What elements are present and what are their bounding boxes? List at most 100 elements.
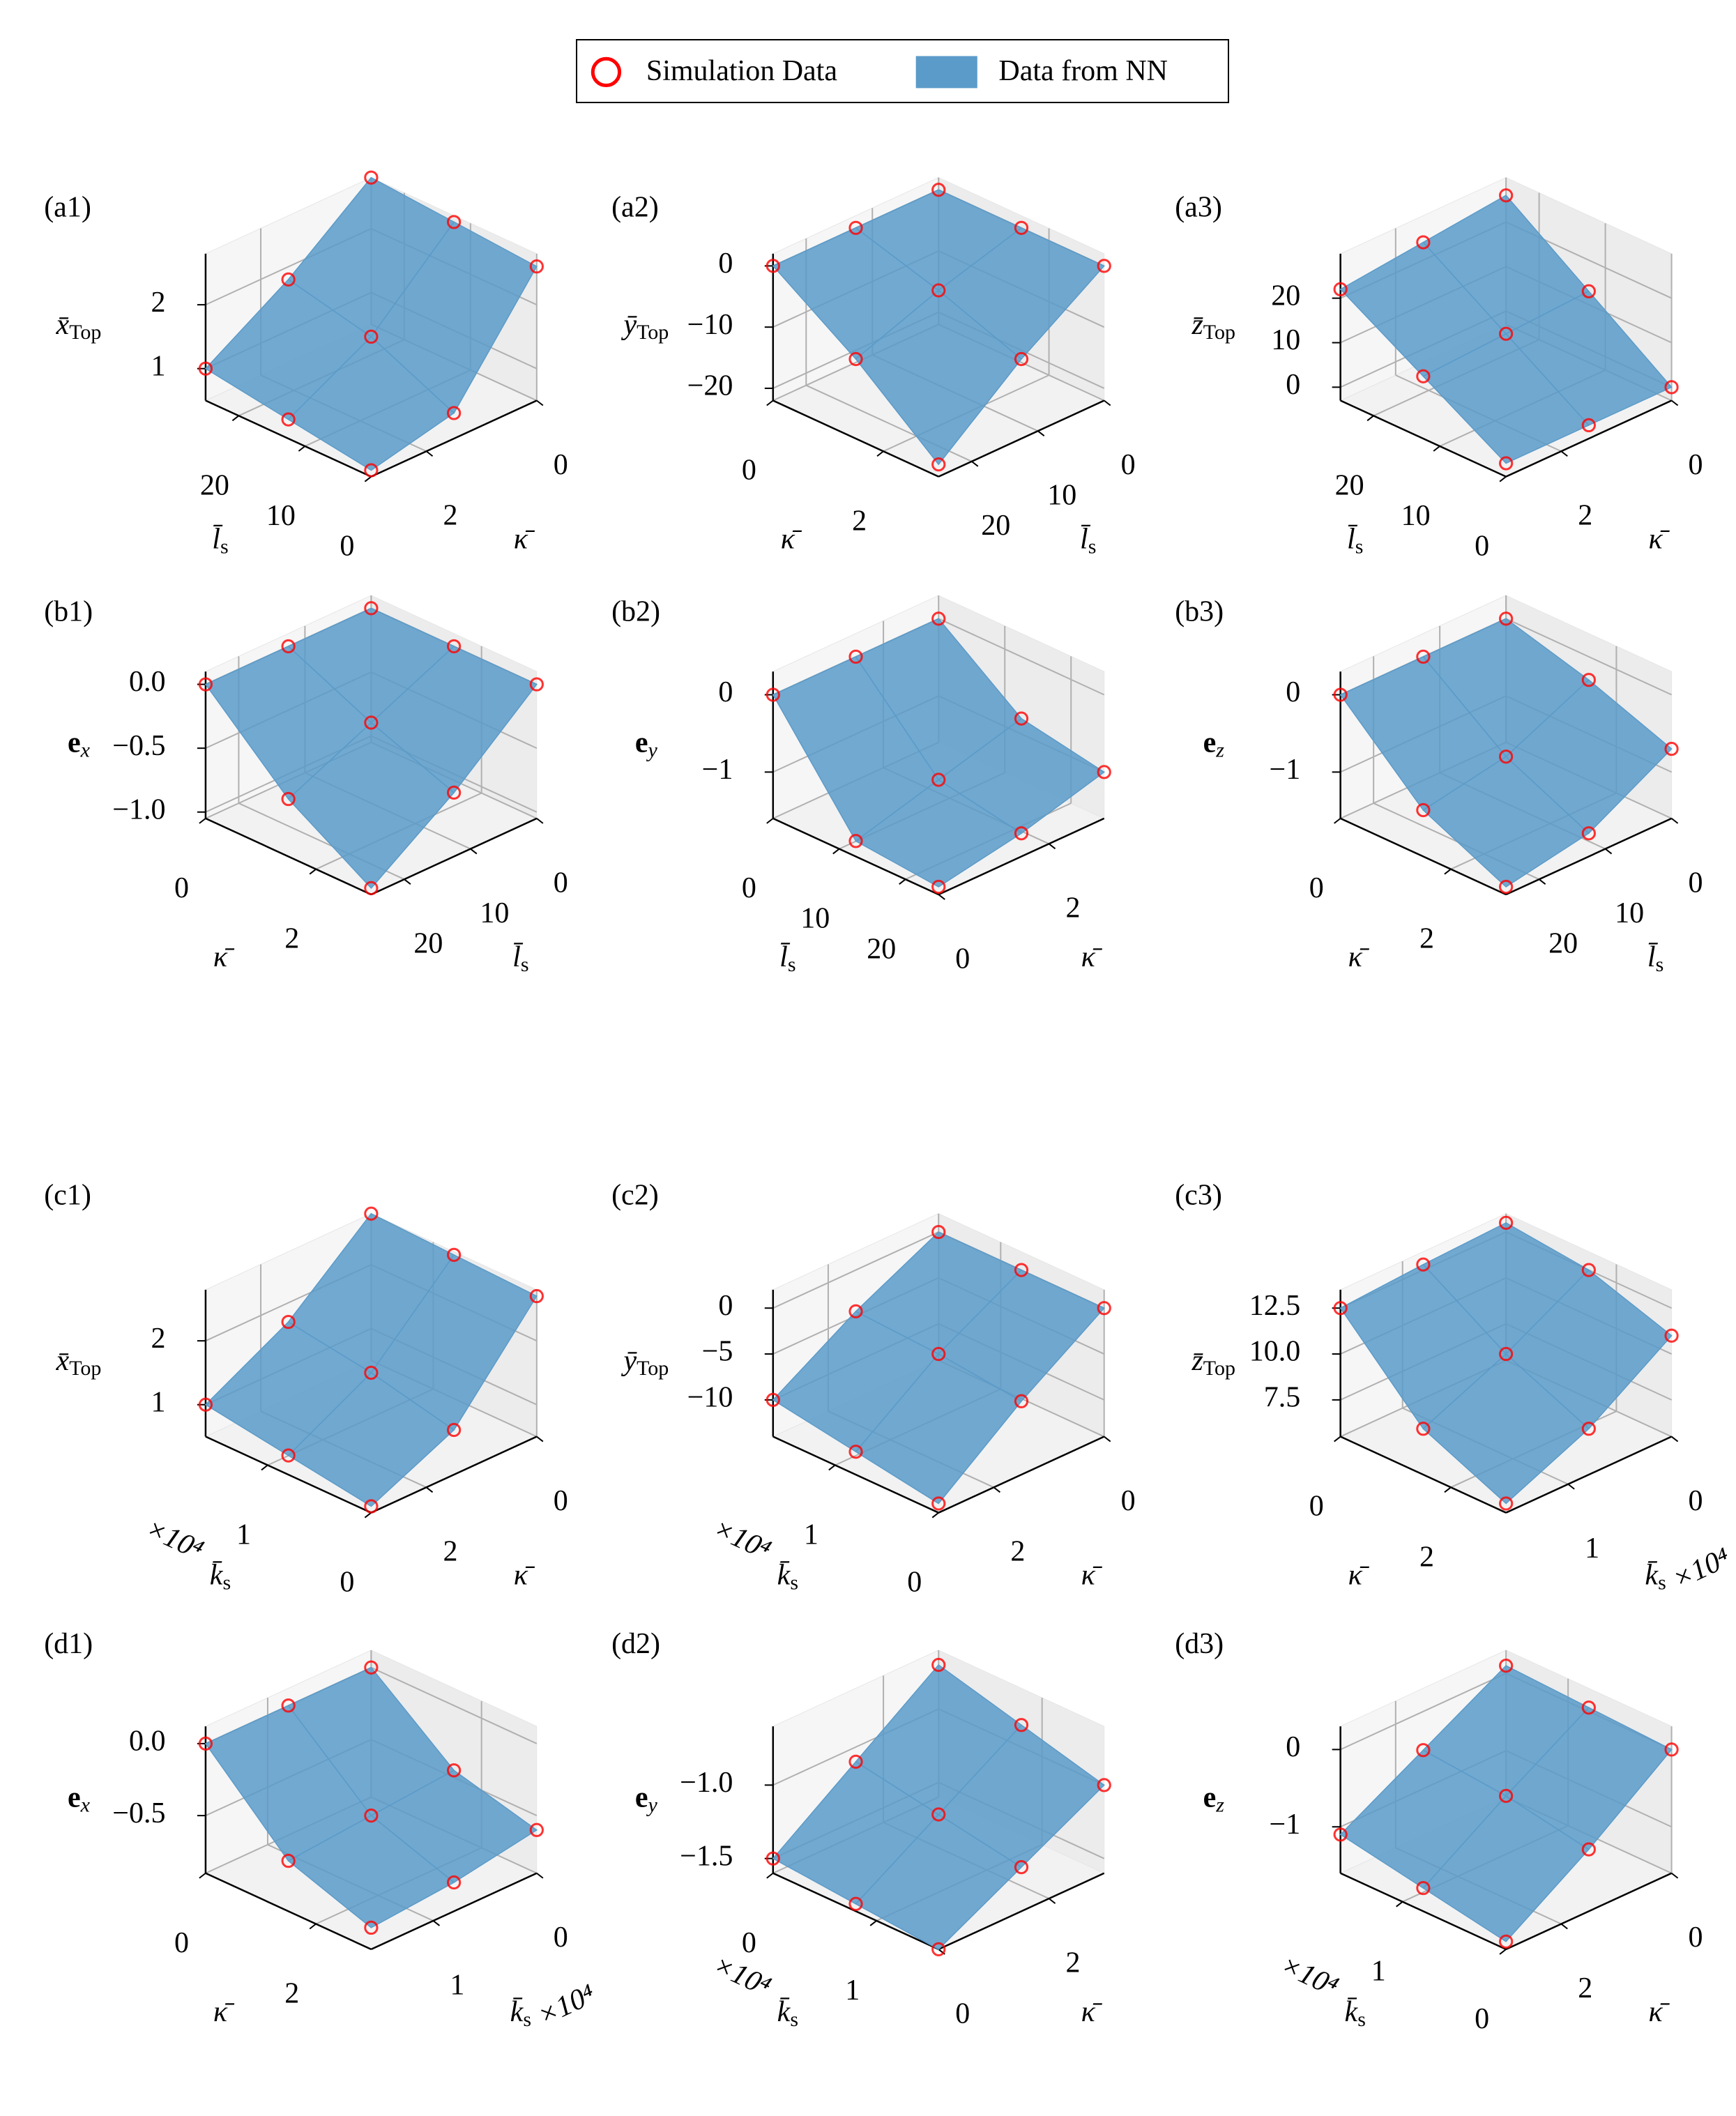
sim-marker (364, 463, 379, 478)
sim-marker (1581, 826, 1596, 841)
tick-mark (971, 461, 979, 467)
z-tick-label: 2 (151, 1323, 165, 1355)
axis-label-main: e (635, 726, 648, 759)
sim-marker (1581, 418, 1596, 433)
axis-line (370, 1872, 538, 1951)
sim-marker (281, 1314, 296, 1330)
sim-marker (1664, 741, 1679, 756)
x-tick-label: 20 (200, 469, 229, 501)
tick-mark (1366, 415, 1374, 422)
axis-label-main: e (68, 1781, 81, 1813)
y-tick-label: 2 (1578, 500, 1592, 532)
sim-marker (281, 412, 296, 427)
sim-marker (931, 1807, 946, 1822)
surface-patch (1422, 1353, 1590, 1505)
axis-label: k̄s (777, 1559, 798, 1594)
axis-label-sub: s (1656, 953, 1664, 976)
z-tick-label: 12.5 (1249, 1290, 1301, 1322)
tick-mark (1037, 430, 1045, 436)
axis-label: κ̄ (1081, 941, 1103, 973)
sim-marker (1097, 1301, 1111, 1316)
sim-marker (364, 601, 379, 616)
axis-label: l̄s (1347, 523, 1363, 558)
x-tick-label: 0 (1309, 872, 1324, 904)
y-tick-label: 2 (1578, 1972, 1592, 2004)
tick-mark (261, 1464, 268, 1471)
axis-line (772, 399, 939, 478)
y-tick-label: 2 (1066, 892, 1081, 924)
sim-marker (1014, 1263, 1029, 1277)
sim-marker (766, 1392, 780, 1407)
y-tick-label: 0 (1689, 1485, 1703, 1517)
axis-line (1340, 1436, 1507, 1514)
tick-mark (1670, 818, 1679, 824)
sim-marker (281, 1698, 296, 1713)
z-tick-label: −1 (1270, 1809, 1301, 1841)
sim-marker (446, 1422, 462, 1438)
axis-label: x̄Top (56, 309, 102, 344)
axis-line (938, 1436, 1105, 1514)
axis-label: κ̄ (1649, 1995, 1670, 2027)
axis-label: ez (1203, 1781, 1225, 1816)
z-tick-label: 0 (718, 248, 733, 280)
tick-mark (1334, 818, 1341, 824)
sim-marker (1499, 1346, 1514, 1362)
axis-label-main: e (68, 726, 81, 759)
axis-line (1340, 817, 1507, 896)
axis-label: k̄s (1345, 1995, 1366, 2030)
z-tick-label: 0.0 (129, 1726, 166, 1758)
axis-label-sub: Top (69, 1357, 101, 1380)
sim-marker (1499, 611, 1514, 626)
tick-mark (1560, 1923, 1568, 1930)
y-tick-label: 2 (1066, 1947, 1081, 1979)
axis-label-main: κ̄ (1081, 1995, 1103, 2027)
x-tick-label: 0 (742, 1927, 756, 1959)
axis-line (938, 817, 1105, 896)
tick-mark (766, 1872, 774, 1879)
grid-line (1505, 618, 1672, 696)
sim-marker (848, 351, 863, 367)
tick-mark (536, 1436, 544, 1443)
sim-marker (1416, 1743, 1431, 1758)
panel-label: (b2) (611, 596, 660, 628)
sim-marker (848, 1896, 863, 1911)
y-tick-label: 2 (1010, 1536, 1025, 1568)
sim-marker (1581, 1422, 1596, 1436)
sim-marker (848, 1754, 863, 1769)
sim-marker (931, 772, 946, 787)
legend-marker (591, 56, 622, 88)
y-tick-label: 2 (443, 1536, 457, 1568)
panel-label: (b1) (44, 596, 93, 628)
axis-label: l̄s (1647, 941, 1663, 976)
z-tick-label: 0 (1286, 1731, 1300, 1763)
tick-mark (1670, 1872, 1679, 1879)
sim-marker (1014, 1860, 1029, 1875)
sim-marker (364, 1809, 379, 1823)
z-tick-label: 0 (1286, 369, 1300, 401)
sim-marker (364, 329, 379, 344)
sim-marker (281, 1448, 296, 1463)
sim-marker (931, 611, 946, 626)
tick-mark (1048, 843, 1056, 850)
sim-marker (1499, 1496, 1514, 1511)
z-tick-label: 0 (718, 1290, 733, 1322)
axis-label: ey (635, 1781, 658, 1816)
x-tick-label: 0 (174, 1927, 189, 1959)
legend-patch (915, 56, 977, 89)
panel-label: (a1) (44, 191, 91, 223)
surface-patch (287, 1815, 455, 1928)
sim-marker (1416, 1422, 1431, 1436)
axis-label: k̄s (777, 1995, 798, 2030)
tick-mark (869, 1920, 877, 1926)
axis-label: l̄s (512, 941, 528, 976)
axis-label-main: ȳ (620, 1345, 637, 1377)
axis-label-sub: x (80, 1793, 91, 1816)
x-tick-label: 0 (174, 872, 189, 904)
sim-marker (931, 1657, 946, 1673)
surface-patch (1422, 756, 1590, 888)
y-tick-label: 1 (450, 1969, 464, 2001)
axis-line (938, 399, 1105, 478)
surface-patch (1422, 333, 1590, 464)
axis-line (205, 1872, 372, 1951)
sim-marker (1499, 749, 1514, 764)
